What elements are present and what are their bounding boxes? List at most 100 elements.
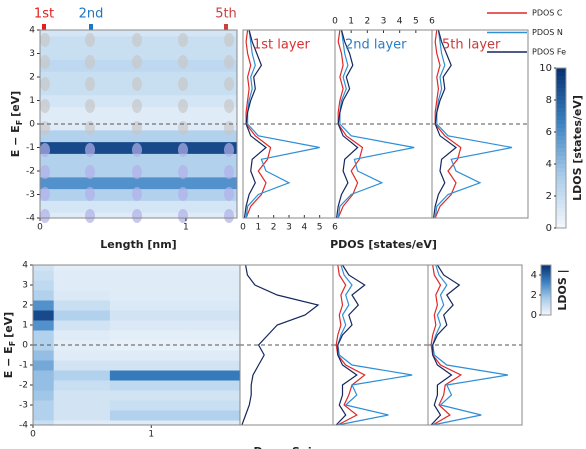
- colorbar-tick-label: 4: [531, 270, 537, 281]
- heatmap-cell: [33, 270, 54, 281]
- y-tick-label: -4: [26, 214, 35, 224]
- atom: [224, 55, 234, 69]
- heatmap-cell: [33, 310, 54, 321]
- colorbar-step: [556, 100, 566, 105]
- y-tick-label: -1: [26, 143, 35, 153]
- colorbar-step: [556, 72, 566, 77]
- y-tick-label: -1: [19, 361, 28, 371]
- heatmap-cell: [110, 310, 187, 321]
- heatmap-cell: [110, 370, 187, 381]
- heatmap-cell: [110, 280, 187, 291]
- heatmap-cell: [187, 320, 241, 331]
- colorbar-tick-label: 2: [546, 191, 552, 202]
- colorbar-step: [556, 180, 566, 185]
- colorbar-step: [556, 80, 566, 85]
- y-tick-label: 1: [22, 321, 28, 331]
- atom: [40, 165, 50, 179]
- y-tick-label: 3: [29, 49, 35, 59]
- colorbar-step: [556, 168, 566, 173]
- heatmap-cell: [54, 350, 111, 361]
- colorbar-step: [556, 208, 566, 213]
- colorbar-step: [556, 104, 566, 109]
- colorbar-step: [556, 76, 566, 81]
- heatmap-cell: [54, 360, 111, 371]
- colorbar-step: [556, 204, 566, 209]
- atom: [40, 77, 50, 91]
- heatmap-cell: [33, 350, 54, 361]
- heatmap-cell: [54, 310, 111, 321]
- heatmap-cell: [54, 300, 111, 311]
- colorbar-step: [556, 88, 566, 93]
- y-tick-label: 1: [29, 96, 35, 106]
- annotation: 1st: [34, 7, 54, 22]
- colorbar-tick-label: 8: [546, 95, 552, 106]
- colorbar-step: [556, 176, 566, 181]
- heatmap-cell: [54, 265, 111, 271]
- heatmap-cell: [33, 380, 54, 391]
- colorbar-step: [556, 148, 566, 153]
- colorbar-step: [556, 124, 566, 129]
- atom: [224, 143, 234, 157]
- y-tick-label: -2: [26, 167, 35, 177]
- y-tick-label: 2: [29, 73, 35, 83]
- colorbar-step: [556, 116, 566, 121]
- colorbar-tick-label: 0: [546, 223, 552, 234]
- heatmap-cell: [33, 400, 54, 411]
- atom: [132, 77, 142, 91]
- heatmap-cell: [33, 265, 54, 271]
- colorbar-tick-label: 10: [539, 63, 552, 74]
- x-tick-label: 1: [348, 17, 354, 27]
- heatmap-cell: [33, 330, 54, 341]
- atom: [132, 33, 142, 47]
- colorbar-step: [556, 140, 566, 145]
- heatmap-cell: [110, 380, 187, 391]
- atom: [40, 121, 50, 135]
- heatmap-cell: [33, 360, 54, 371]
- colorbar-tick-label: 2: [531, 290, 537, 301]
- heatmap-cell: [187, 290, 241, 301]
- atom: [178, 165, 188, 179]
- atom: [224, 77, 234, 91]
- heatmap-cell: [187, 350, 241, 361]
- colorbar-step: [556, 152, 566, 157]
- y-tick-label: 2: [22, 301, 28, 311]
- colorbar-step: [556, 112, 566, 117]
- atom: [40, 209, 50, 223]
- x-tick-label: 3: [381, 17, 387, 27]
- figure: 1st 2nd 5th PDOS CPDOS NPDOS Fe-4-3-2-10…: [0, 0, 586, 449]
- y-label-main: E − E: [2, 346, 15, 378]
- atom: [178, 209, 188, 223]
- heatmap-cell: [135, 177, 194, 189]
- y-label-sub: F: [8, 341, 17, 346]
- heatmap-cell: [54, 320, 111, 331]
- y-tick-label: 0: [22, 341, 28, 351]
- heatmap-cell: [54, 410, 111, 421]
- heatmap-cell: [110, 400, 187, 411]
- atom: [224, 33, 234, 47]
- heatmap-cell: [54, 290, 111, 301]
- heatmap-cell: [110, 360, 187, 371]
- atom: [40, 33, 50, 47]
- atom: [40, 143, 50, 157]
- colorbar-step: [556, 160, 566, 165]
- heatmap-cell: [54, 270, 111, 281]
- colorbar-step: [556, 200, 566, 205]
- colorbar-step: [556, 108, 566, 113]
- panel-title: 2nd layer: [345, 38, 407, 53]
- atom: [132, 165, 142, 179]
- heatmap-cell: [187, 360, 241, 371]
- legend-label: PDOS N: [532, 28, 563, 37]
- x-tick-label: 3: [286, 223, 292, 233]
- annotation: 5th: [215, 7, 237, 22]
- x-tick-label: 1: [255, 223, 261, 233]
- atom: [85, 33, 95, 47]
- colorbar-step: [556, 192, 566, 197]
- x-tick-label: 2: [271, 223, 277, 233]
- heatmap-cell: [187, 280, 241, 291]
- y-axis-label: E − EF[eV]: [2, 312, 17, 378]
- colorbar-step: [556, 132, 566, 137]
- y-tick-label: -3: [26, 190, 35, 200]
- colorbar-step: [556, 120, 566, 125]
- colorbar-step: [556, 96, 566, 101]
- heatmap-cell: [33, 410, 54, 421]
